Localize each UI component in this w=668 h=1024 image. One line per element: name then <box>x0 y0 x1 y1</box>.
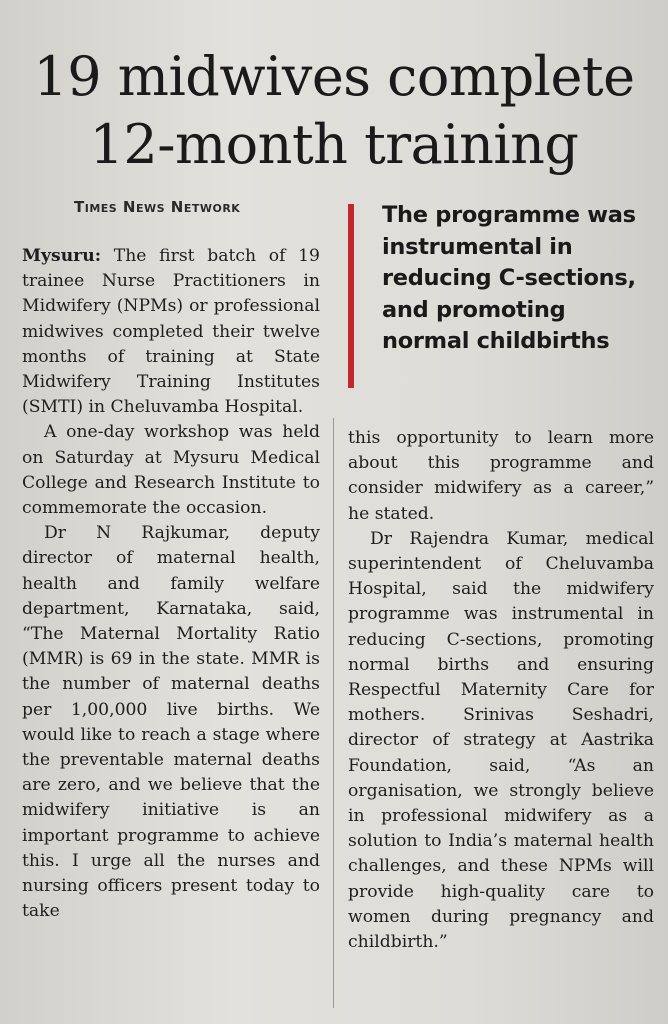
paragraph-quote-continued: this opportunity to learn more about thi… <box>348 428 654 524</box>
paragraph-rajkumar-quote: Dr N Rajkumar, deputy director of matern… <box>22 523 320 922</box>
column-divider <box>333 418 334 1008</box>
pull-quote-accent-bar <box>348 204 354 388</box>
pull-quote: The programme was instrumental in reduci… <box>382 202 636 354</box>
paragraph-intro: Mysuru: The first batch of 19 trainee Nu… <box>22 244 320 420</box>
column-right: this opportunity to learn more about thi… <box>348 426 654 955</box>
headline: 19 midwives complete 12-month training <box>0 43 668 179</box>
headline-line-1: 19 midwives complete <box>33 45 635 109</box>
byline: Times News Network <box>74 198 241 216</box>
column-left: Mysuru: The first batch of 19 trainee Nu… <box>22 244 320 924</box>
headline-line-2: 12-month training <box>89 113 579 177</box>
paragraph-text: The first batch of 19 trainee Nurse Prac… <box>22 246 320 418</box>
paragraph-workshop: A one-day workshop was held on Saturday … <box>22 422 320 519</box>
dateline: Mysuru: <box>22 246 102 266</box>
paragraph-rajendra-kumar: Dr Rajendra Kumar, medical superintenden… <box>348 528 654 953</box>
